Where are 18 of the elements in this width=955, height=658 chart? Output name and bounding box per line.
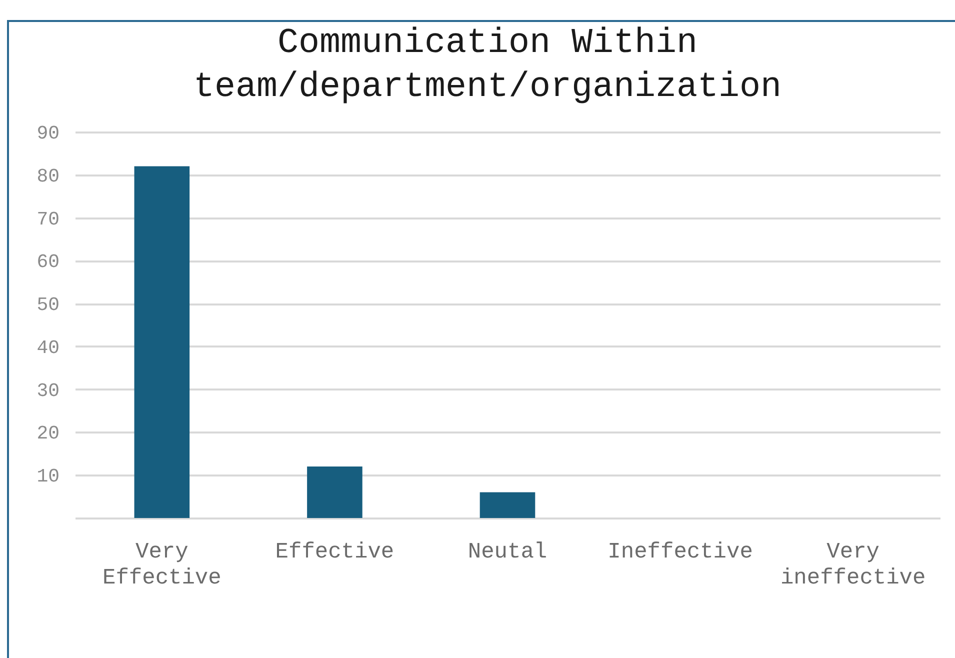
y-tick-label: 20 bbox=[36, 422, 60, 445]
bar bbox=[134, 166, 190, 518]
x-tick-label: Ineffective bbox=[608, 540, 753, 564]
x-tick-label: Neutal bbox=[468, 540, 548, 564]
bar bbox=[307, 466, 362, 518]
y-tick-label: 10 bbox=[36, 466, 60, 488]
x-tick-label: Effective bbox=[275, 540, 394, 564]
y-tick-label: 50 bbox=[36, 294, 60, 316]
y-tick-label: 40 bbox=[36, 336, 60, 359]
y-tick-label: 30 bbox=[36, 380, 60, 402]
bar bbox=[480, 492, 536, 518]
x-tick-label: Very ineffective bbox=[780, 540, 926, 590]
y-tick-label: 80 bbox=[36, 165, 60, 188]
chart-title: Communication Within team/department/organization bbox=[193, 23, 782, 107]
y-tick-label: 90 bbox=[36, 122, 60, 144]
y-tick-label: 70 bbox=[36, 208, 60, 230]
x-tick-label: Very Effective bbox=[102, 540, 222, 590]
y-tick-label: 60 bbox=[36, 251, 60, 274]
